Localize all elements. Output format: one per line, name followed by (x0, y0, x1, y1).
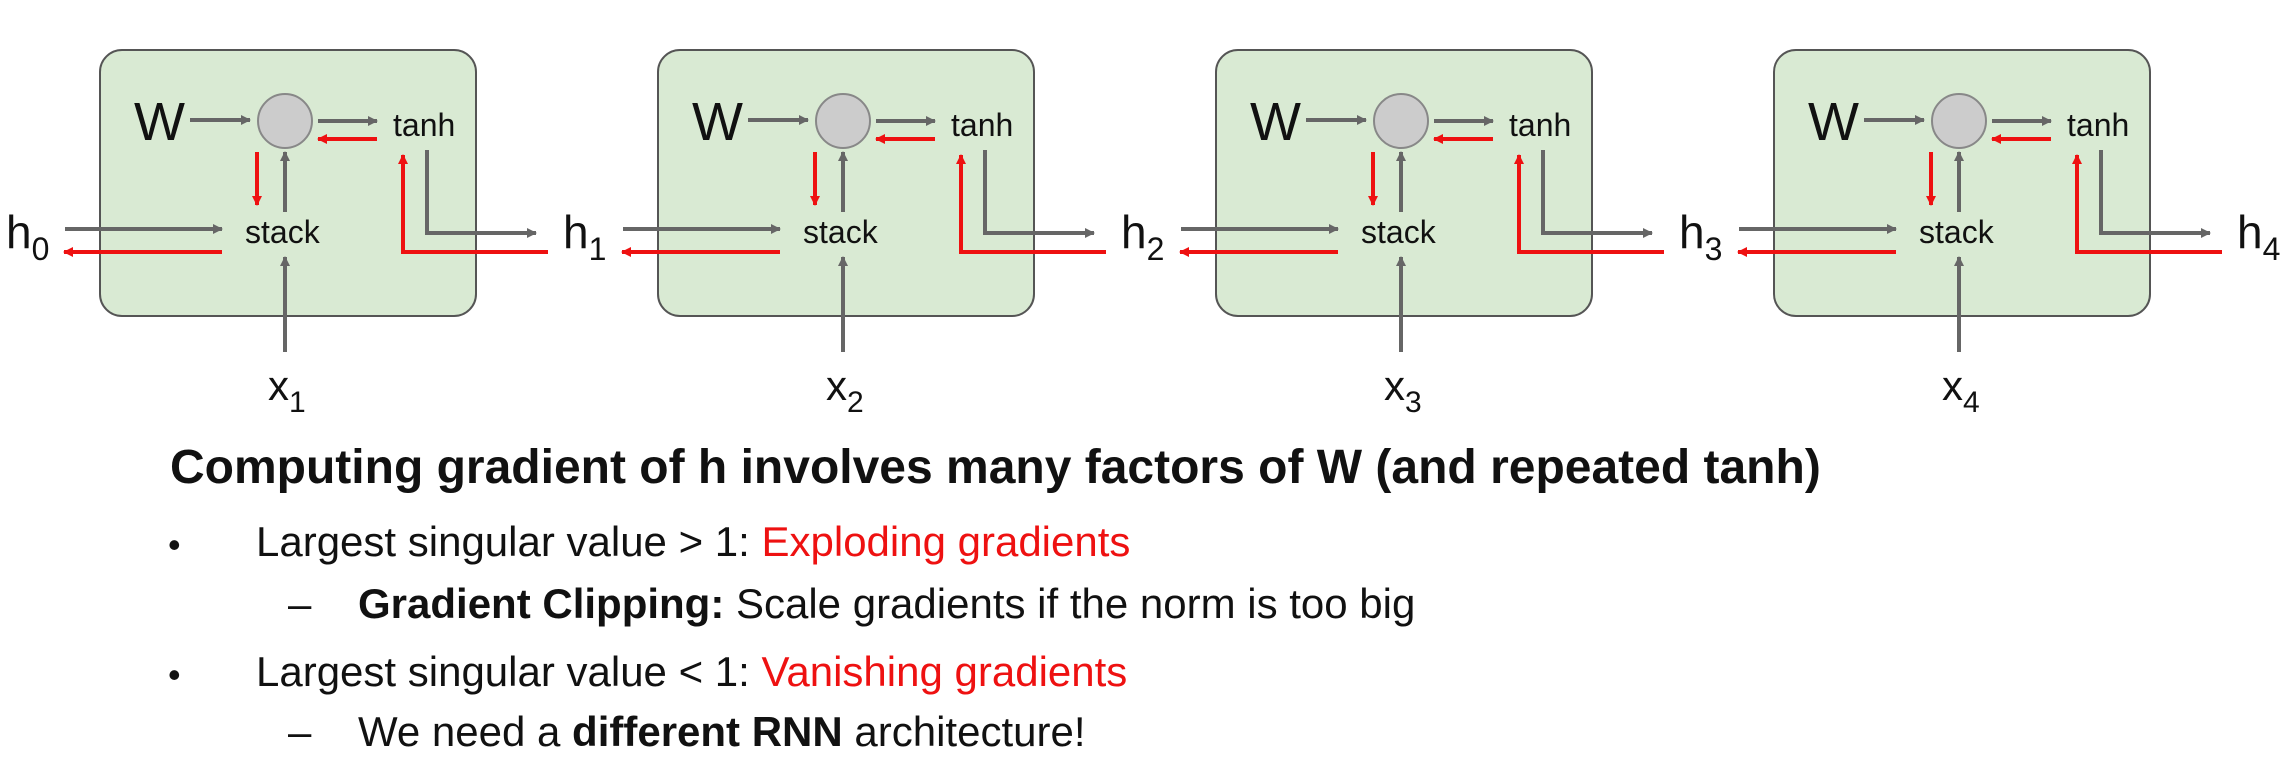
hidden-state-label-0: h0 (6, 206, 49, 267)
rnn-text-post: architecture! (842, 708, 1086, 755)
node-circle (815, 93, 871, 149)
hidden-state-label-1: h1 (563, 206, 606, 267)
dash-marker-1: – (288, 580, 312, 627)
output-to-tanh-grad-arrow (1514, 154, 1664, 254)
rnn-text-pre: We need a (358, 708, 573, 755)
x-label: x2 (826, 362, 864, 419)
sub-bullet-1: Gradient Clipping: Scale gradients if th… (358, 580, 1415, 628)
bullet-marker-1: • (168, 524, 181, 565)
output-to-tanh-grad-arrow (398, 154, 548, 254)
w-label: W (1808, 92, 1859, 152)
cell-box (1773, 49, 2151, 317)
bullet-marker-2: • (168, 654, 181, 695)
cell-box (99, 49, 477, 317)
node-circle (1931, 93, 1987, 149)
stack-label: stack (245, 214, 321, 250)
hidden-state-label-2: h2 (1121, 206, 1164, 267)
node-circle (1373, 93, 1429, 149)
w-label: W (1250, 92, 1301, 152)
tanh-label: tanh (393, 107, 455, 143)
tanh-output-arrow (425, 150, 537, 238)
bullet-2-text: Largest singular value < 1: (256, 648, 762, 695)
tanh-output-arrow (1541, 150, 1653, 238)
gradient-clipping-label: Gradient Clipping: (358, 580, 725, 627)
stack-label: stack (1919, 214, 1995, 250)
bullet-1-text: Largest singular value > 1: (256, 518, 762, 565)
w-label: W (692, 92, 743, 152)
different-rnn-text: different RNN (572, 708, 843, 755)
x-label: x1 (268, 362, 306, 419)
bullet-1: Largest singular value > 1: Exploding gr… (256, 518, 1130, 566)
tanh-label: tanh (1509, 107, 1571, 143)
hidden-state-label-3: h3 (1679, 206, 1722, 267)
gradient-clipping-text: Scale gradients if the norm is too big (724, 580, 1416, 627)
sub-bullet-2: We need a different RNN architecture! (358, 708, 1086, 756)
hidden-state-label-4: h4 (2237, 206, 2280, 267)
x-label: x3 (1384, 362, 1422, 419)
stack-label: stack (803, 214, 879, 250)
tanh-label: tanh (2067, 107, 2129, 143)
cell-box (1215, 49, 1593, 317)
x-label: x4 (1942, 362, 1980, 419)
tanh-output-arrow (2099, 150, 2211, 238)
dash-marker-2: – (288, 708, 312, 755)
node-circle (257, 93, 313, 149)
exploding-gradients-text: Exploding gradients (761, 518, 1131, 565)
w-label: W (134, 92, 185, 152)
output-to-tanh-grad-arrow (956, 154, 1106, 254)
output-to-tanh-grad-arrow (2072, 154, 2222, 254)
tanh-output-arrow (983, 150, 1095, 238)
vanishing-gradients-text: Vanishing gradients (761, 648, 1128, 695)
bullet-2: Largest singular value < 1: Vanishing gr… (256, 648, 1127, 696)
cell-box (657, 49, 1035, 317)
tanh-label: tanh (951, 107, 1013, 143)
heading: Computing gradient of h involves many fa… (170, 441, 1821, 494)
stack-label: stack (1361, 214, 1437, 250)
